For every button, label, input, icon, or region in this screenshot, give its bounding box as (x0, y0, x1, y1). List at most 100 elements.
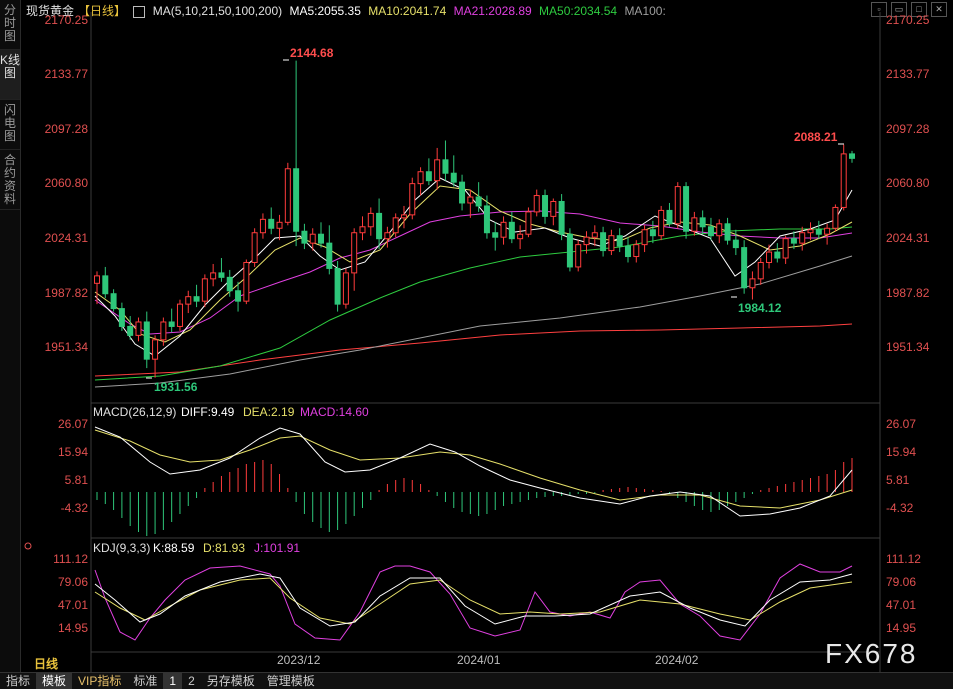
candle-body (168, 321, 175, 327)
sidebar-item-contract[interactable]: 合约资料 (0, 150, 20, 210)
kdj-tick: 79.06 (886, 575, 916, 589)
kdj-tick: 111.12 (53, 552, 88, 566)
candle-body (268, 218, 275, 229)
minimize-icon[interactable]: ▭ (891, 2, 907, 17)
candle-body (583, 236, 590, 246)
tab-indicators[interactable]: 指标 (6, 674, 31, 688)
restore-icon[interactable]: ▫ (871, 2, 887, 17)
candle-body (500, 221, 507, 238)
candle-body (94, 275, 100, 284)
tab-layout-1[interactable]: 1 (163, 673, 183, 689)
tab-vip-indicators[interactable]: VIP指标 (78, 674, 122, 688)
sidebar-item-timeshare[interactable]: 分时图 (0, 0, 20, 50)
ma10-value: MA10:2041.74 (368, 4, 447, 18)
candle-body (201, 278, 208, 302)
candle-body (624, 245, 631, 258)
kdj-k: K:88.59 (153, 541, 195, 555)
price-tick: 1951.34 (886, 340, 930, 354)
high-annotation: 2144.68 (290, 46, 334, 60)
ma5-line (94, 177, 853, 357)
tab-layout-2[interactable]: 2 (188, 674, 195, 688)
time-tick: 2024/01 (457, 653, 501, 667)
macd-tick: -4.32 (886, 501, 914, 515)
macd-tick: 5.81 (886, 473, 910, 487)
tab-templates[interactable]: 模板 (36, 673, 73, 689)
candle-body (732, 239, 739, 249)
candle-body (774, 251, 781, 259)
candle-body (749, 278, 756, 289)
kdj-j: J:101.91 (254, 541, 300, 555)
macd-tick: 5.81 (65, 473, 89, 487)
candle-body (293, 168, 300, 232)
price-tick: 2024.31 (886, 231, 930, 245)
candle-body (525, 211, 532, 235)
macd-diff-line (94, 426, 853, 517)
kdj-axis-left: 111.12 79.06 47.01 14.95 (53, 552, 88, 635)
candle-body (575, 244, 582, 268)
candle-body (616, 235, 623, 247)
macd-axis-right: 26.07 15.94 5.81 -4.32 (886, 417, 916, 515)
macd-legend: MACD(26,12,9) DIFF:9.49 DEA:2.19 MACD:14… (93, 405, 369, 419)
candle-body (450, 172, 457, 183)
candle-body (284, 168, 291, 223)
ma100-line (94, 255, 853, 388)
candle-body (326, 242, 333, 269)
manage-templates-button[interactable]: 管理模板 (266, 674, 315, 688)
price-tick: 2170.25 (45, 13, 89, 27)
recent-low-annotation: 1984.12 (738, 301, 782, 315)
macd-histogram (96, 458, 853, 536)
candle-body (193, 296, 200, 302)
kdj-tick: 79.06 (58, 575, 88, 589)
candle-body (815, 229, 822, 235)
candle-body (392, 217, 399, 234)
candle-body (683, 186, 690, 232)
candle-body (508, 221, 515, 240)
maximize-icon[interactable]: □ (911, 2, 927, 17)
save-template-button[interactable]: 另存模板 (206, 674, 255, 688)
tab-standard[interactable]: 标准 (133, 674, 158, 688)
candle-body (566, 233, 573, 268)
candle-body (658, 209, 665, 237)
candle-body (152, 339, 159, 360)
price-tick: 2060.80 (45, 176, 89, 190)
candle-body (160, 321, 167, 341)
price-tick: 1987.82 (45, 286, 89, 300)
kdj-settings-icon[interactable] (24, 542, 32, 550)
kdj-axis-right: 111.12 79.06 47.01 14.95 (886, 552, 921, 635)
candle-body (542, 195, 549, 217)
candles (94, 60, 855, 378)
candle-body (434, 159, 441, 182)
macd-value: MACD:14.60 (300, 405, 369, 419)
ma21-value: MA21:2028.89 (453, 4, 532, 18)
period-tag[interactable]: 【日线】 (78, 4, 127, 18)
close-icon[interactable]: ✕ (931, 2, 947, 17)
candle-body (218, 272, 225, 278)
time-tick: 2024/02 (655, 653, 699, 667)
kdj-d: D:81.93 (203, 541, 245, 555)
macd-tick: 26.07 (58, 417, 88, 431)
kdj-d-line (94, 577, 853, 625)
candle-body (417, 171, 424, 185)
candle-body (176, 303, 183, 327)
price-axis-left: 2170.25 2133.77 2097.28 2060.80 2024.31 … (45, 13, 89, 354)
kdj-j-line (94, 563, 853, 641)
candle-body (807, 229, 814, 234)
kdj-legend: KDJ(9,3,3) K:88.59 D:81.93 J:101.91 (93, 541, 300, 555)
sidebar-item-kline[interactable]: K线图 (0, 50, 20, 100)
candle-body (716, 223, 723, 237)
candle-body (376, 212, 383, 240)
ma-settings-icon[interactable] (133, 5, 146, 18)
candle-body (666, 209, 673, 225)
candle-body (384, 232, 391, 240)
price-tick: 2133.77 (45, 67, 89, 81)
recent-high-annotation: 2088.21 (794, 130, 838, 144)
candle-body (475, 196, 482, 207)
candle-body (832, 206, 839, 229)
price-tick: 2170.25 (886, 13, 930, 27)
period-label[interactable]: 日线 (34, 657, 59, 671)
macd-tick: 15.94 (886, 445, 916, 459)
sidebar-item-flash[interactable]: 闪电图 (0, 100, 20, 150)
candle-body (425, 171, 432, 182)
macd-tick: 26.07 (886, 417, 916, 431)
